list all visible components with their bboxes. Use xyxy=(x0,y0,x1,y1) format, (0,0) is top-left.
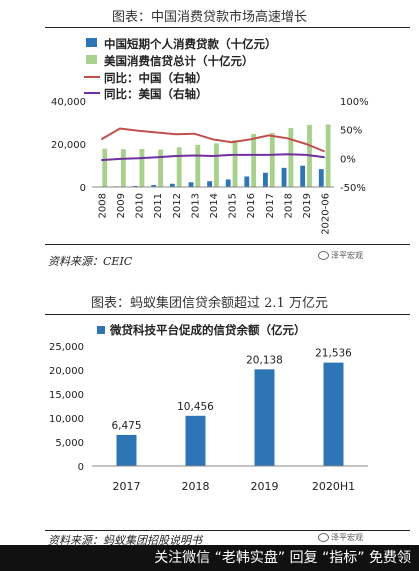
y-tick-2: 10,000 xyxy=(49,414,84,425)
y-tick-1: 5,000 xyxy=(55,438,84,449)
chart2-source: 资料来源：蚂蚁集团招股说明书 xyxy=(48,534,202,547)
bar-s1-2017 xyxy=(269,133,275,187)
bar-s0-2011 xyxy=(151,185,157,187)
bar-s0-2017 xyxy=(263,172,268,187)
y-tick-4: 20,000 xyxy=(49,366,84,377)
legend-swatch-0 xyxy=(86,38,97,47)
legend-label-2: 同比：中国（右轴） xyxy=(104,71,208,85)
bar-s0-2019 xyxy=(300,165,306,187)
y-right-tick-3: 100% xyxy=(340,97,369,108)
y-tick-3: 15,000 xyxy=(49,390,84,401)
bar-s0-2010 xyxy=(132,185,138,187)
x-tick-2018: 2018 xyxy=(283,193,294,218)
x-tick-2013: 2013 xyxy=(190,193,201,218)
y-tick-0: 0 xyxy=(78,462,84,473)
data-label-2017: 6,475 xyxy=(111,420,141,432)
chart1-source: 资料来源：CEIC xyxy=(48,255,133,268)
chart1-bottom-rule xyxy=(45,244,410,245)
y-right-tick-1: 0% xyxy=(340,154,356,165)
x-tick-2020H1: 2020H1 xyxy=(312,480,355,493)
legend-label-0: 中国短期个人消费贷款（十亿元） xyxy=(104,37,277,51)
y-left-tick-0: 0 xyxy=(80,183,86,194)
data-label-2019: 20,138 xyxy=(246,354,283,366)
bar-2017 xyxy=(116,434,137,466)
bar-2019 xyxy=(254,369,275,466)
bar-s0-2020-06 xyxy=(318,169,324,187)
legend-label-1: 美国消费信贷总计（十亿元） xyxy=(104,54,254,68)
legend-swatch xyxy=(97,326,105,334)
watermark-2: 泽平宏观 xyxy=(318,532,363,543)
x-tick-2017: 2017 xyxy=(265,193,276,218)
x-tick-2019: 2019 xyxy=(302,193,313,218)
bar-s0-2018 xyxy=(281,167,287,187)
bar-s1-2012 xyxy=(176,147,182,187)
x-tick-2008: 2008 xyxy=(97,193,108,218)
chart1-top-rule xyxy=(45,27,410,28)
chart2-bottom-rule xyxy=(45,530,410,531)
bar-s0-2016 xyxy=(244,176,250,187)
y-right-tick-2: 50% xyxy=(340,126,362,137)
watermark-1: 泽平宏观 xyxy=(318,250,363,261)
bar-s1-2016 xyxy=(251,133,257,187)
x-tick-2009: 2009 xyxy=(116,193,127,218)
bar-s0-2013 xyxy=(188,182,194,187)
chart1-consumer-loans: 中国短期个人消费贷款（十亿元） 美国消费信贷总计（十亿元） 同比：中国（右轴） 同比：… xyxy=(51,37,369,235)
y-left-tick-2: 40,000 xyxy=(51,97,86,108)
chart2-ant-credit-balance: 微贷科技平台促成的信贷余额（亿元） 0 5,000 10,000 15,000 20,00… xyxy=(49,323,368,493)
bar-2018 xyxy=(185,415,206,466)
x-tick-2019: 2019 xyxy=(251,480,279,493)
bar-s0-2015 xyxy=(225,179,231,187)
bar-2020H1 xyxy=(323,362,344,466)
bar-s1-2015 xyxy=(232,140,238,187)
bar-s1-2013 xyxy=(195,144,201,187)
x-tick-2016: 2016 xyxy=(246,193,257,218)
data-label-2020H1: 21,536 xyxy=(315,348,352,360)
line-series-0 xyxy=(100,127,326,153)
bar-s0-2012 xyxy=(169,183,175,187)
bar-s1-2011 xyxy=(158,149,163,187)
y-right-tick-0: -50% xyxy=(340,183,366,194)
x-tick-2018: 2018 xyxy=(182,480,210,493)
x-tick-2012: 2012 xyxy=(172,193,183,218)
data-label-2018: 10,456 xyxy=(177,401,214,413)
bar-s1-2014 xyxy=(214,143,219,187)
x-tick-2010: 2010 xyxy=(135,193,146,218)
bar-s1-2009 xyxy=(120,149,126,187)
y-left-tick-1: 20,000 xyxy=(51,140,86,151)
x-tick-2015: 2015 xyxy=(228,193,239,218)
bottom-banner: 关注微信 “老韩实盘” 回复 “指标” 免费领 xyxy=(0,545,419,571)
wechat-icon xyxy=(318,251,329,260)
bar-s1-2018 xyxy=(288,128,294,187)
legend-label-3: 同比：美国（右轴） xyxy=(104,87,208,101)
x-tick-2020-06: 2020-06 xyxy=(321,193,332,235)
bar-s1-2010 xyxy=(139,148,145,187)
legend-swatch-1 xyxy=(86,55,97,64)
legend-label: 微贷科技平台促成的信贷余额（亿元） xyxy=(109,323,306,337)
wechat-icon xyxy=(318,533,329,542)
bar-s1-2008 xyxy=(102,148,108,187)
chart2-caption: 图表：蚂蚁集团信贷余额超过 2.1 万亿元 xyxy=(91,296,328,311)
chart1-caption: 图表：中国消费贷款市场高速增长 xyxy=(111,10,307,25)
line-series-1 xyxy=(101,153,325,162)
bar-s1-2020-06 xyxy=(325,124,331,187)
x-tick-2017: 2017 xyxy=(113,480,141,493)
bar-s0-2014 xyxy=(207,181,212,187)
x-tick-2011: 2011 xyxy=(153,193,164,218)
y-tick-5: 25,000 xyxy=(49,342,84,353)
chart2-top-rule xyxy=(45,314,410,315)
x-tick-2014: 2014 xyxy=(209,193,220,218)
